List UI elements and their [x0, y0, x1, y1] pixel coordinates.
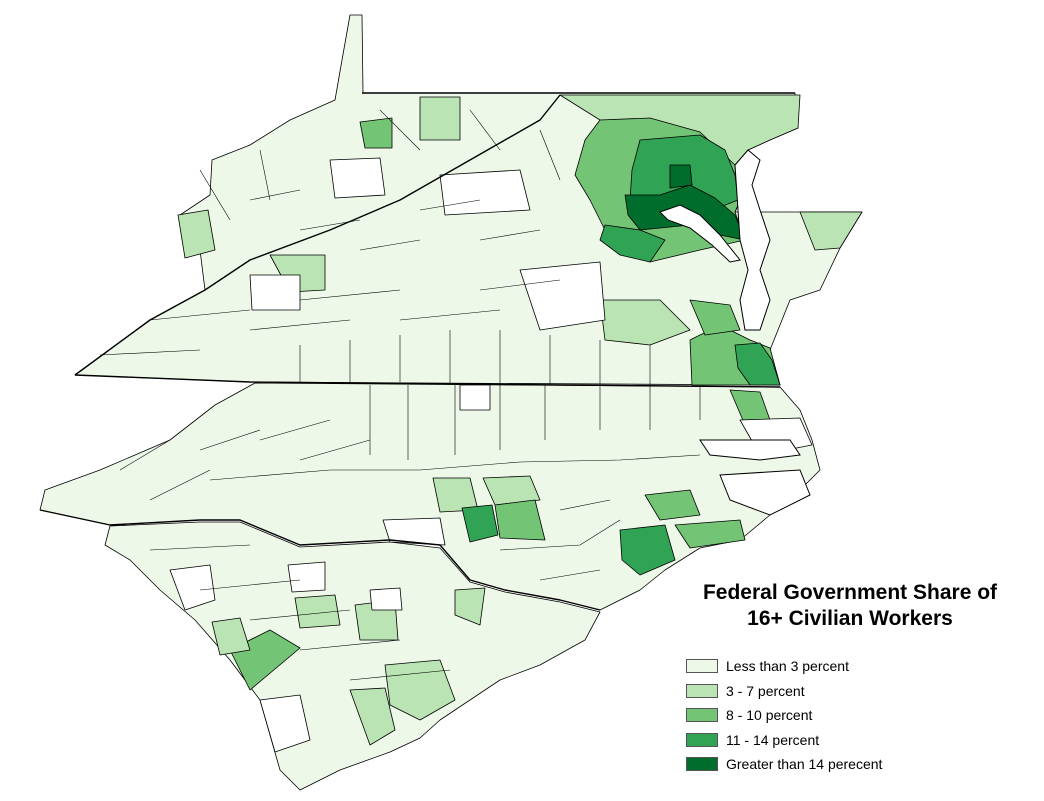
county-nc-high-onslow [619, 524, 676, 576]
legend-swatch [686, 757, 718, 772]
county-wv-midhigh-1 [359, 117, 393, 149]
legend-label: Less than 3 percent [726, 658, 849, 675]
legend-swatch [686, 683, 718, 698]
legend-label: 8 - 10 percent [726, 707, 813, 724]
county-eshore-mid [799, 211, 863, 251]
county-lines [99, 109, 701, 681]
county-nodata-2 [287, 561, 326, 593]
legend-swatch [686, 659, 718, 674]
county-va-midhigh-p [689, 299, 741, 336]
legend-label: 3 - 7 percent [726, 682, 805, 699]
legend-item: 3 - 7 percent [686, 679, 882, 704]
legend-item: Greater than 14 perecent [686, 752, 882, 777]
legend-label: 11 - 14 percent [726, 731, 820, 748]
water-bodies [659, 149, 811, 516]
county-hampton-high [734, 342, 781, 386]
potomac-river [659, 204, 741, 263]
county-nodata-7 [329, 157, 386, 199]
county-sc-mid-i [294, 594, 341, 629]
county-wv-mid-3 [177, 209, 216, 259]
county-nodata-5 [459, 384, 491, 411]
county-nodata-9 [519, 261, 606, 331]
county-nodata-8 [439, 169, 531, 216]
map-title-line-1: Federal Government Share of [702, 581, 998, 604]
map-title-line-2: 16+ Civilian Workers [747, 607, 953, 630]
county-md-mid-1 [419, 96, 461, 141]
county-nc-mid-f [454, 587, 486, 626]
albemarle-sound [699, 439, 801, 461]
legend-item: 11 - 14 percent [686, 728, 882, 753]
border-wv-va [74, 94, 561, 376]
county-nc-mid-b [482, 475, 541, 506]
county-sc-mid-h [211, 617, 251, 656]
county-nc-midhigh-e [674, 519, 746, 549]
county-nodata-1 [382, 517, 446, 546]
county-va-mid-tidewater [599, 299, 691, 346]
legend-swatch [686, 708, 718, 723]
border-nc-sc [39, 509, 601, 611]
legend-item: Less than 3 percent [686, 654, 882, 679]
county-nodata-4 [259, 694, 311, 753]
county-dc-top [669, 164, 693, 189]
border-va-nc [74, 374, 781, 388]
map-title: Federal Government Share of 16+ Civilian… [650, 580, 1044, 632]
nodata-counties [169, 157, 813, 753]
county-nodata-11 [169, 564, 216, 611]
legend: Less than 3 percent 3 - 7 percent 8 - 10… [686, 654, 882, 777]
chesapeake-bay [734, 149, 771, 331]
county-sc-mid-l [349, 687, 396, 746]
legend-label: Greater than 14 perecent [726, 756, 883, 773]
county-va-high-s [599, 224, 666, 263]
pamlico-sound [719, 469, 811, 516]
county-nc-high-fortbragg [461, 504, 499, 543]
county-nodata-6 [249, 274, 301, 311]
county-nc-midhigh-d [644, 489, 701, 521]
county-nc-midhigh-c [494, 499, 546, 541]
legend-swatch [686, 732, 718, 747]
state-borders [39, 92, 795, 611]
legend-item: 8 - 10 percent [686, 703, 882, 728]
county-nodata-3 [369, 587, 403, 611]
